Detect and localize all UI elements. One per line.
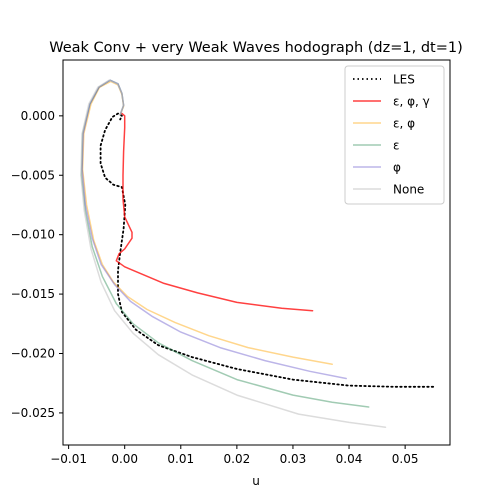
legend-label: ε xyxy=(393,139,400,153)
series-line-2 xyxy=(81,80,333,365)
y-tick-label: −0.020 xyxy=(11,347,55,361)
legend-label: LES xyxy=(393,73,415,87)
x-tick-label: 0.05 xyxy=(392,452,419,466)
x-tick-label: 0.04 xyxy=(336,452,363,466)
legend-label: ε, φ xyxy=(393,117,415,131)
x-tick-label: 0.01 xyxy=(167,452,194,466)
x-tick-label: 0.03 xyxy=(280,452,307,466)
y-tick-label: −0.010 xyxy=(11,228,55,242)
series-line-1 xyxy=(115,112,314,312)
legend-label: ε, φ, γ xyxy=(393,95,430,109)
y-tick-label: −0.015 xyxy=(11,287,55,301)
x-tick-label: 0.00 xyxy=(111,452,138,466)
x-tick-label: −0.01 xyxy=(50,452,87,466)
plot-lines xyxy=(80,79,435,428)
x-axis-label: u xyxy=(252,474,260,488)
y-axis: 0.000 −0.005 −0.010 −0.015 −0.020 −0.025 xyxy=(11,109,63,420)
y-tick-label: −0.005 xyxy=(11,168,55,182)
plot-frame xyxy=(62,59,451,446)
legend: LES ε, φ, γ ε, φ εφ None xyxy=(344,65,445,205)
chart-title: Weak Conv + very Weak Waves hodograph (d… xyxy=(49,40,463,56)
y-tick-label: −0.025 xyxy=(11,406,55,420)
x-axis: −0.01 0.00 0.01 0.02 0.03 0.04 0.05 xyxy=(50,445,418,466)
series-line-4 xyxy=(81,79,347,380)
x-tick-label: 0.02 xyxy=(224,452,251,466)
series-line-0 xyxy=(99,112,435,388)
y-tick-label: 0.000 xyxy=(21,109,55,123)
legend-label: None xyxy=(393,183,424,197)
series-line-5 xyxy=(80,79,387,428)
legend-label: φ xyxy=(393,161,401,175)
